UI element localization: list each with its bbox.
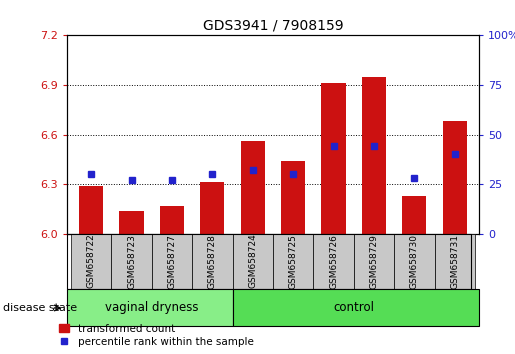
Bar [200, 182, 225, 234]
Bar [192, 234, 233, 289]
Bar [233, 289, 479, 326]
Text: vaginal dryness: vaginal dryness [105, 301, 198, 314]
Bar [152, 234, 192, 289]
Bar [67, 289, 233, 326]
Bar [394, 234, 435, 289]
Bar [402, 196, 426, 234]
Bar [273, 234, 313, 289]
Text: GSM658731: GSM658731 [450, 234, 459, 289]
Bar [435, 234, 475, 289]
Legend: transformed count, percentile rank within the sample: transformed count, percentile rank withi… [57, 321, 255, 349]
Text: GSM658728: GSM658728 [208, 234, 217, 289]
Text: GSM658725: GSM658725 [288, 234, 298, 289]
Bar [321, 83, 346, 234]
Text: GSM658730: GSM658730 [410, 234, 419, 289]
Bar [241, 141, 265, 234]
Text: control: control [333, 301, 374, 314]
Text: GSM658729: GSM658729 [369, 234, 379, 289]
Bar [233, 234, 273, 289]
Bar [111, 234, 152, 289]
Text: disease state: disease state [3, 303, 77, 313]
Text: GSM658726: GSM658726 [329, 234, 338, 289]
Bar [71, 234, 111, 289]
Bar [79, 186, 104, 234]
Bar [442, 121, 467, 234]
Text: GSM658727: GSM658727 [167, 234, 177, 289]
Text: GSM658722: GSM658722 [87, 234, 96, 289]
Bar [281, 161, 305, 234]
Title: GDS3941 / 7908159: GDS3941 / 7908159 [202, 19, 344, 33]
Bar [362, 77, 386, 234]
Bar [313, 234, 354, 289]
Bar [119, 211, 144, 234]
Bar [354, 234, 394, 289]
Text: GSM658724: GSM658724 [248, 234, 258, 289]
Text: GSM658723: GSM658723 [127, 234, 136, 289]
Bar [160, 206, 184, 234]
